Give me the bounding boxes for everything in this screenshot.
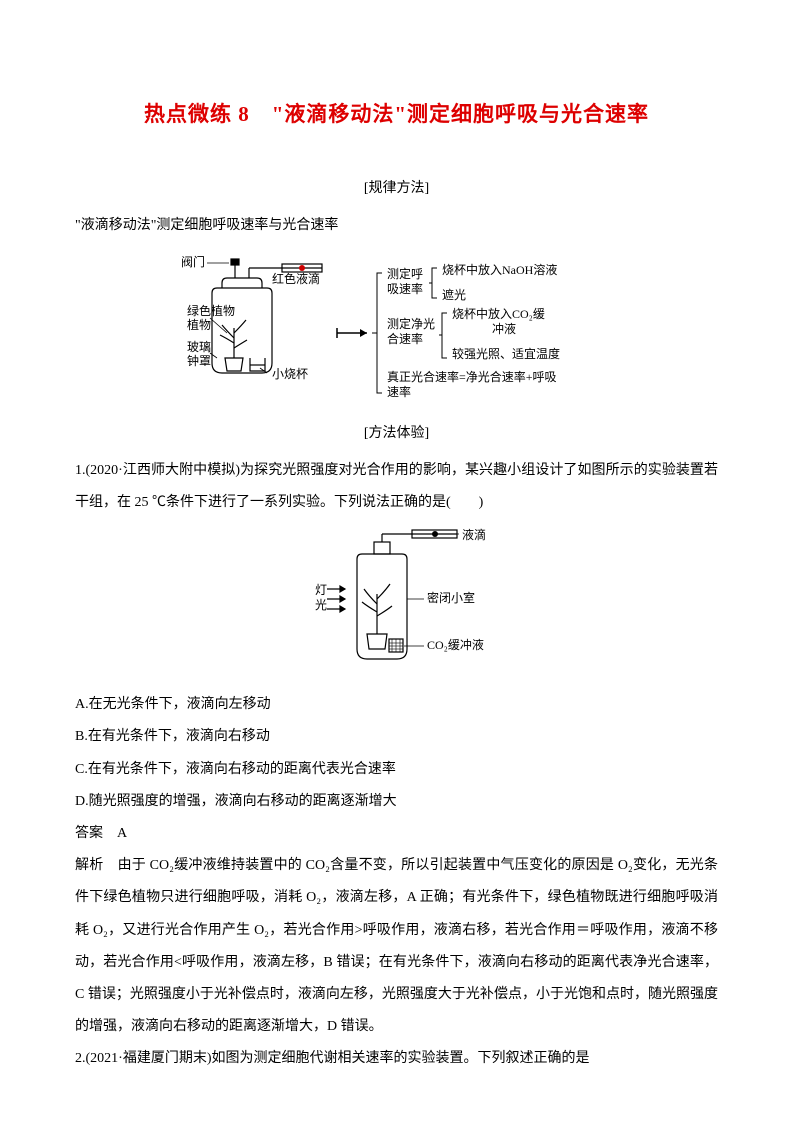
svg-text:灯: 灯 [314, 583, 326, 597]
diagram-1-container: 阀门 绿色植物 植物 玻璃 钟罩 红色液滴 小烧杯 测定呼 吸速率 烧杯中放入N… [75, 253, 718, 408]
label-green: 绿色植物 [187, 303, 235, 318]
question-2-text: 2.(2021·福建厦门期末)如图为测定细胞代谢相关速率的实验装置。下列叙述正确… [75, 1043, 718, 1075]
svg-text:吸速率: 吸速率 [387, 281, 423, 296]
option-d: D.随光照强度的增强，液滴向右移动的距离逐渐增大 [75, 786, 718, 818]
option-b: B.在有光条件下，液滴向右移动 [75, 721, 718, 753]
subtitle: "液滴移动法"测定细胞呼吸速率与光合速率 [75, 210, 718, 242]
answer-1: 答案 A [75, 818, 718, 850]
label-drop2: 液滴 [462, 527, 486, 542]
svg-text:冲液: 冲液 [492, 321, 516, 336]
label-sealed: 密闭小室 [427, 590, 475, 605]
question-1-text: 1.(2020·江西师大附中模拟)为探究光照强度对光合作用的影响，某兴趣小组设计… [75, 455, 718, 519]
section-label-1: [规律方法] [75, 173, 718, 205]
label-shade: 遮光 [442, 287, 466, 302]
diagram-1: 阀门 绿色植物 植物 玻璃 钟罩 红色液滴 小烧杯 测定呼 吸速率 烧杯中放入N… [127, 253, 667, 408]
page-title: 热点微练 8 "液滴移动法"测定细胞呼吸与光合速率 [75, 90, 718, 138]
svg-text:速率: 速率 [387, 384, 411, 399]
label-co2-2: CO₂缓冲液 [427, 637, 484, 652]
section-label-2: [方法体验] [75, 418, 718, 450]
option-c: C.在有光条件下，液滴向右移动的距离代表光合速率 [75, 754, 718, 786]
diagram-2: 液滴 灯 光 密闭小室 CO₂缓冲液 [287, 524, 507, 679]
svg-text:合速率: 合速率 [387, 331, 423, 346]
label-naoh: 烧杯中放入NaOH溶液 [442, 262, 557, 277]
svg-text:光: 光 [314, 598, 326, 612]
svg-text:测定呼: 测定呼 [387, 266, 423, 281]
label-small-cup: 小烧杯 [272, 367, 308, 381]
svg-text:烧杯中放入CO₂缓: 烧杯中放入CO₂缓 [452, 306, 545, 321]
label-glass: 玻璃 [187, 340, 211, 354]
label-red-drop: 红色液滴 [272, 271, 320, 286]
svg-text:真正光合速率=净光合速率+呼吸: 真正光合速率=净光合速率+呼吸 [387, 369, 557, 384]
label-strong-light: 较强光照、适宜温度 [452, 346, 560, 361]
label-plant2: 植物 [187, 317, 211, 332]
label-bell: 钟罩 [187, 353, 211, 368]
label-valve: 阀门 [180, 254, 204, 269]
svg-text:测定净光: 测定净光 [387, 316, 435, 331]
explanation-1: 解析 由于 CO₂缓冲液维持装置中的 CO₂含量不变，所以引起装置中气压变化的原… [75, 850, 718, 1043]
option-a: A.在无光条件下，液滴向左移动 [75, 689, 718, 721]
